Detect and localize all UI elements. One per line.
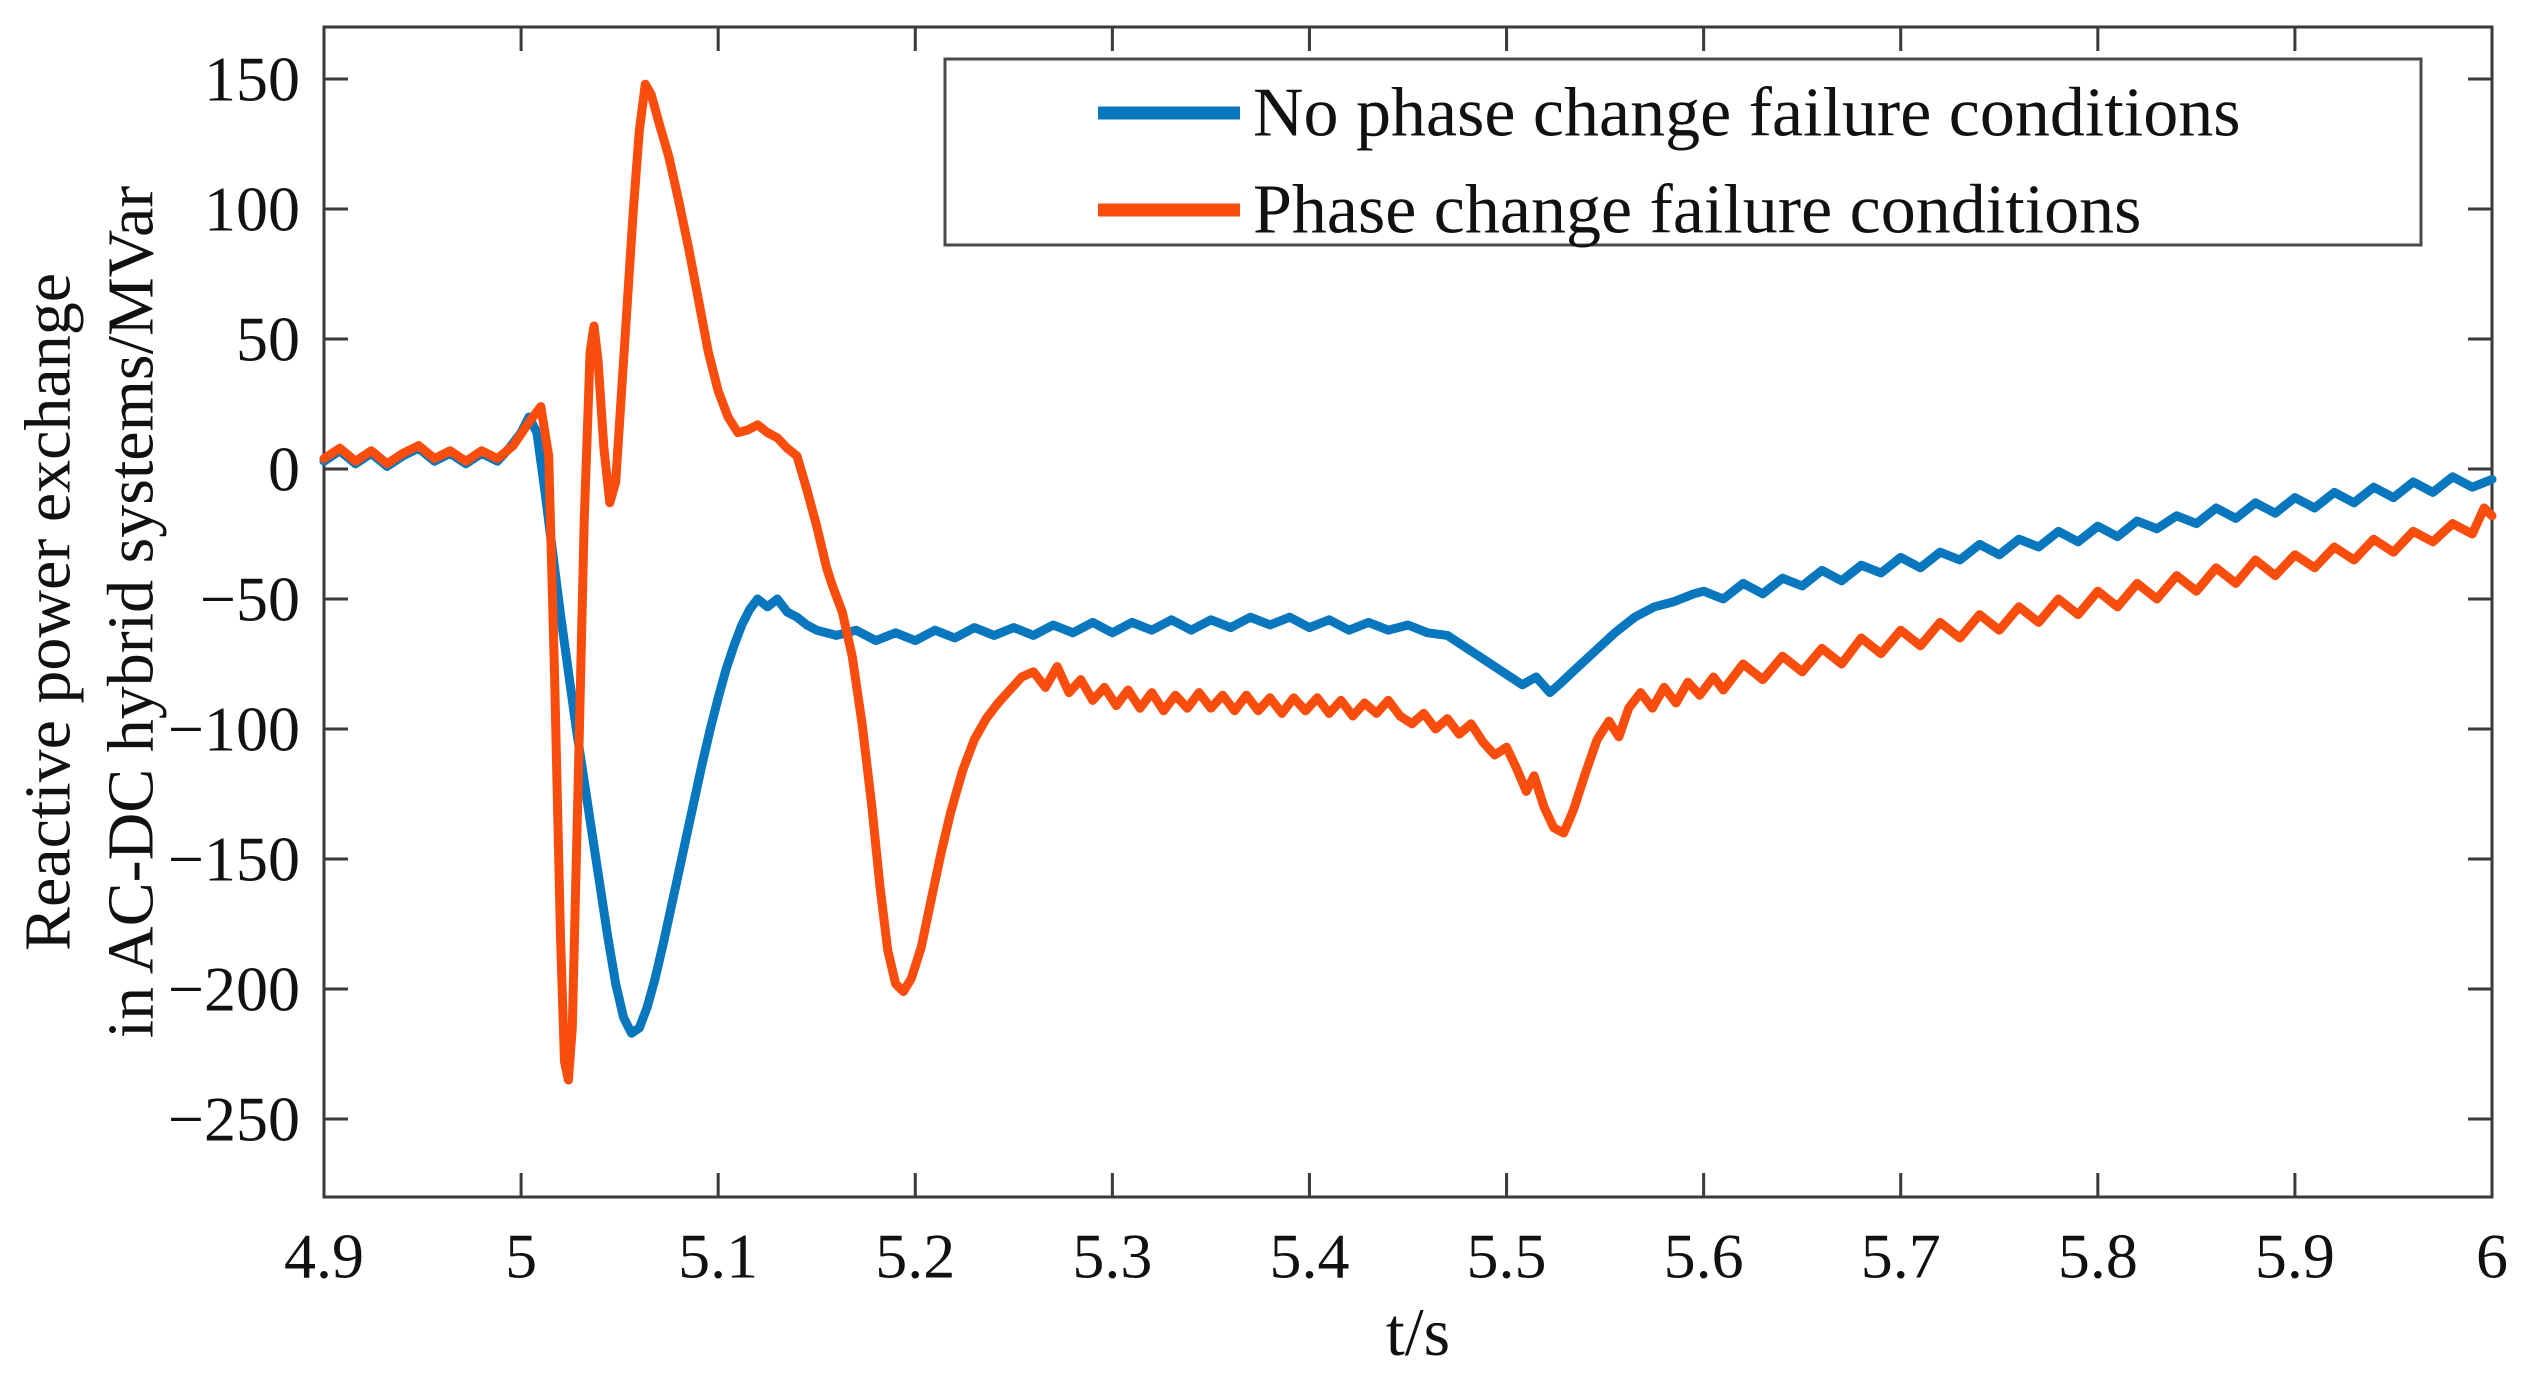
x-tick-label: 5.3: [1072, 1221, 1152, 1292]
x-tick-label: 5.8: [2058, 1221, 2138, 1292]
y-tick-label: −50: [200, 564, 300, 635]
plot-frame: [322, 25, 2494, 1199]
series-line-no-phase-change: [319, 412, 2497, 1038]
y-axis-label-line2: in AC-DC hybrid systems/MVar: [95, 186, 168, 1039]
y-tick-label: −150: [168, 824, 300, 895]
y-tick-label: 0: [268, 434, 300, 505]
x-tick-label: 5: [505, 1221, 537, 1292]
x-tick-label: 5.2: [875, 1221, 955, 1292]
x-tick-label: 5.1: [678, 1221, 758, 1292]
x-tick-label: 5.5: [1467, 1221, 1547, 1292]
y-tick-label: 50: [236, 304, 300, 375]
x-tick-label: 5.7: [1861, 1221, 1941, 1292]
x-tick-label: 5.4: [1269, 1221, 1349, 1292]
x-tick-label: 5.9: [2255, 1221, 2335, 1292]
x-axis-label: t/s: [1386, 1294, 1450, 1370]
x-tick-label: 6: [2476, 1221, 2508, 1292]
x-tick-label: 5.6: [1664, 1221, 1744, 1292]
y-tick-label: 150: [204, 44, 300, 115]
y-tick-label: −200: [168, 954, 300, 1025]
y-axis-label-line1: Reactive power exchange: [12, 273, 85, 951]
series-line-phase-change: [319, 79, 2497, 1085]
y-tick-label: −250: [168, 1084, 300, 1155]
legend-label-0: No phase change failure conditions: [1253, 75, 2240, 152]
x-tick-label: 4.9: [284, 1221, 364, 1292]
y-tick-label: 100: [204, 174, 300, 245]
legend-label-1: Phase change failure conditions: [1253, 172, 2141, 249]
y-tick-label: −100: [168, 694, 300, 765]
